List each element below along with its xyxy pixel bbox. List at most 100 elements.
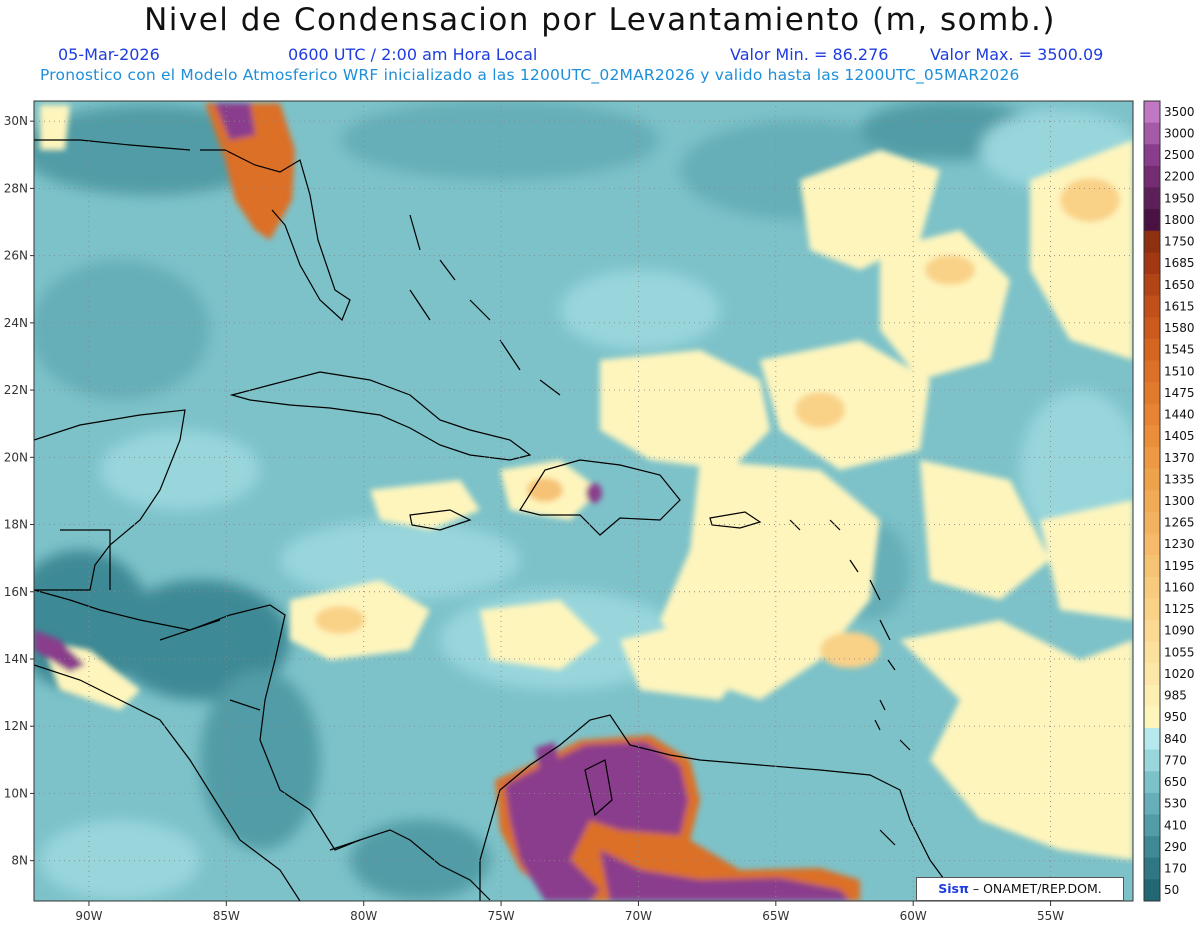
colorbar-label: 1615	[1164, 299, 1195, 313]
forecast-note: Pronostico con el Modelo Atmosferico WRF…	[40, 66, 1020, 84]
colorbar-swatch	[1144, 836, 1160, 859]
colorbar-label: 1800	[1164, 213, 1195, 227]
map-title: Nivel de Condensacion por Levantamiento …	[144, 2, 1056, 38]
colorbar-swatch	[1144, 879, 1160, 902]
colorbar-label: 3500	[1164, 105, 1195, 119]
colorbar-swatch	[1144, 403, 1160, 426]
gulf-coast	[34, 139, 191, 151]
lat-tick-label: 30N	[4, 114, 28, 128]
colorbar-swatch	[1144, 663, 1160, 686]
colorbar-label: 50	[1164, 883, 1179, 897]
colorbar-label: 1545	[1164, 343, 1195, 357]
lat-tick-label: 22N	[4, 383, 28, 397]
longitude-axis: 90W 85W 80W 75W 70W 65W 60W 55W	[75, 901, 1064, 923]
colorbar-swatch	[1144, 728, 1160, 751]
colorbar-swatch	[1144, 771, 1160, 794]
colorbar-swatch	[1144, 576, 1160, 599]
colorbar-swatch	[1144, 814, 1160, 837]
colorbar-swatch	[1144, 165, 1160, 188]
colorbar-swatch	[1144, 749, 1160, 772]
credit-text: – ONAMET/REP.DOM.	[972, 881, 1102, 896]
colorbar-label: 1020	[1164, 667, 1195, 681]
colorbar-swatch	[1144, 230, 1160, 253]
latitude-axis: 30N 28N 26N 24N 22N 20N 18N 16N 14N 12N 10N 8N	[4, 114, 34, 868]
colorbar-swatch	[1144, 273, 1160, 297]
colorbar-swatch	[1144, 446, 1160, 470]
colorbar-label: 1685	[1164, 256, 1195, 270]
colorbar-label: 290	[1164, 840, 1187, 854]
colorbar-swatch	[1144, 857, 1160, 880]
colorbar-label: 950	[1164, 710, 1187, 724]
colorbar-label: 1300	[1164, 494, 1195, 508]
colorbar-label: 1335	[1164, 472, 1195, 486]
borders	[60, 529, 361, 851]
colorbar-swatch	[1144, 122, 1160, 145]
lat-tick-label: 10N	[4, 786, 28, 800]
colorbar-swatch	[1144, 641, 1160, 664]
colorbar-label: 1580	[1164, 321, 1195, 335]
lat-tick-label: 12N	[4, 719, 28, 733]
colorbar-swatch	[1144, 360, 1160, 383]
colorbar-swatch	[1144, 511, 1160, 534]
lat-tick-label: 28N	[4, 181, 28, 195]
jamaica-coast	[409, 509, 472, 531]
colorbar-swatch	[1144, 382, 1160, 405]
lesser-antilles	[789, 519, 911, 846]
colorbar-label: 3000	[1164, 126, 1195, 140]
lat-tick-label: 26N	[4, 249, 28, 263]
lake-maracaibo	[584, 759, 613, 817]
colorbar-label: 1405	[1164, 429, 1195, 443]
colorbar-label: 985	[1164, 689, 1187, 703]
colorbar-swatch	[1144, 144, 1160, 167]
lon-tick-label: 80W	[350, 909, 377, 923]
colorbar-label: 1055	[1164, 645, 1195, 659]
bahamas	[409, 214, 561, 396]
colorbar-label: 2200	[1164, 170, 1195, 184]
colorbar-swatch	[1144, 295, 1160, 318]
coastlines	[34, 139, 961, 901]
sispi-logo: Sisπ	[938, 881, 969, 896]
pacific-coast	[34, 664, 301, 901]
max-value: Valor Max. = 3500.09	[930, 45, 1104, 64]
lat-tick-label: 16N	[4, 585, 28, 599]
lat-tick-label: 24N	[4, 316, 28, 330]
colorbar-label: 1950	[1164, 191, 1195, 205]
lon-tick-label: 90W	[75, 909, 102, 923]
colorbar-label: 1090	[1164, 624, 1195, 638]
colorbar-label: 1650	[1164, 278, 1195, 292]
colorbar-swatch	[1144, 533, 1160, 556]
colorbar-swatch	[1144, 425, 1160, 448]
colorbar-swatch	[1144, 338, 1160, 361]
colorbar-label: 840	[1164, 732, 1187, 746]
graticule	[34, 101, 1133, 901]
colorbar-swatch	[1144, 684, 1160, 707]
colorbar-label: 1265	[1164, 516, 1195, 530]
colorbar-swatch	[1144, 468, 1160, 491]
colorbar-label: 650	[1164, 775, 1187, 789]
colorbar-label: 1195	[1164, 559, 1195, 573]
colorbar-swatch	[1144, 598, 1160, 621]
colorbar-swatch	[1144, 490, 1160, 513]
central-america-coast	[34, 589, 491, 901]
colorbar-label: 530	[1164, 797, 1187, 811]
colorbar-label: 1230	[1164, 537, 1195, 551]
lon-tick-label: 70W	[625, 909, 652, 923]
puerto-rico-coast	[709, 511, 762, 529]
credit-box: Sisπ – ONAMET/REP.DOM.	[916, 877, 1124, 901]
colorbar-swatch	[1144, 101, 1160, 124]
hispaniola-coast	[519, 459, 681, 536]
south-america-coast	[479, 714, 961, 901]
colorbar: 3500 3000 2500 2200 1950 1800 1750 1685 1650 1615…	[1143, 100, 1195, 902]
lon-tick-label: 60W	[900, 909, 927, 923]
colorbar-swatch	[1144, 187, 1160, 210]
colorbar-swatch	[1144, 209, 1160, 232]
min-value: Valor Min. = 86.276	[730, 45, 889, 64]
colorbar-label: 2500	[1164, 148, 1195, 162]
colorbar-label: 1370	[1164, 451, 1195, 465]
forecast-time: 0600 UTC / 2:00 am Hora Local	[288, 45, 538, 64]
colorbar-swatch	[1144, 792, 1160, 816]
colorbar-swatch	[1144, 619, 1160, 643]
colorbar-swatch	[1144, 706, 1160, 729]
colorbar-label: 1750	[1164, 235, 1195, 249]
